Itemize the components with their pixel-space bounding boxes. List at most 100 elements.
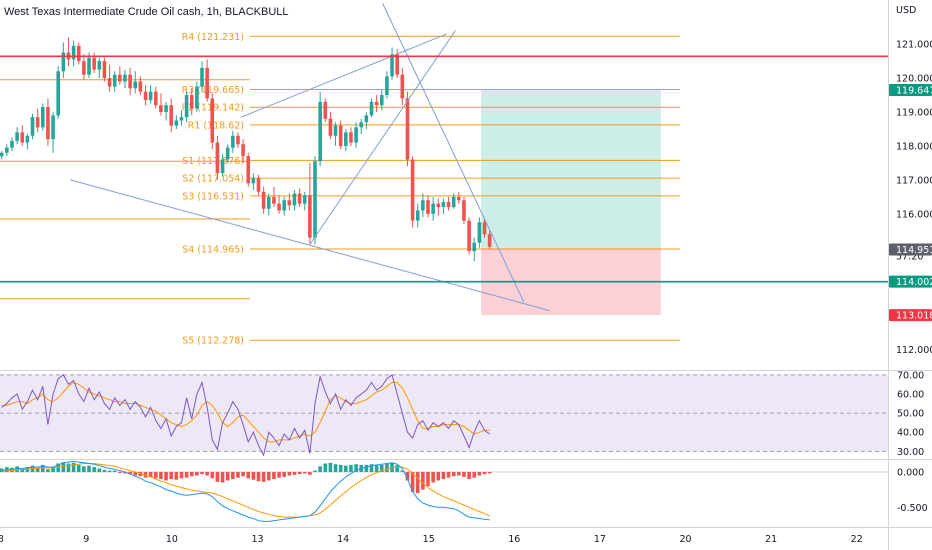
candle-body	[395, 54, 399, 75]
pivot-level-label: S4 (114.965)	[182, 244, 244, 255]
macd-histogram-bar	[107, 470, 112, 472]
candle-body	[200, 67, 204, 87]
candle-body	[51, 115, 55, 140]
macd-pane[interactable]	[0, 460, 888, 522]
price-pane[interactable]: R4 (121.231)R3 (119.665)R2 (119.142)R1 (…	[0, 3, 888, 347]
macd-histogram-bar	[446, 471, 451, 478]
macd-histogram-bar	[15, 466, 19, 472]
macd-histogram-bar	[236, 471, 240, 478]
candle-body	[436, 203, 441, 208]
rsi-ma-line	[1, 381, 490, 443]
candle-body	[0, 152, 4, 157]
price-tick-label: 117.000	[896, 175, 932, 186]
candle-body	[333, 125, 338, 136]
macd-histogram-bar	[123, 471, 127, 474]
candle-body	[46, 106, 50, 140]
candle-body	[205, 67, 209, 99]
macd-histogram-bar	[313, 470, 317, 472]
macd-histogram-bar	[128, 471, 132, 475]
time-tick-label: 9	[83, 534, 89, 545]
candle-body	[123, 74, 127, 82]
candle-body	[246, 156, 251, 184]
candle-body	[30, 117, 35, 136]
candle-body	[282, 200, 286, 211]
rsi-line	[1, 373, 490, 457]
price-tick-label: 119.000	[896, 108, 932, 119]
macd-histogram-bar	[287, 471, 292, 476]
pivot-level-label: R1 (118.62)	[188, 120, 244, 131]
macd-histogram-bar	[374, 464, 379, 472]
candle-body	[87, 57, 91, 75]
candle-body	[287, 200, 292, 206]
candle-body	[472, 242, 477, 252]
macd-histogram-bar	[405, 471, 410, 481]
candle-body	[405, 98, 410, 160]
candle-body	[272, 196, 276, 204]
price-tick-label: 118.000	[896, 141, 932, 152]
candle-body	[292, 193, 297, 206]
macd-histogram-bar	[210, 471, 215, 479]
candle-body	[20, 132, 25, 143]
macd-histogram-bar	[148, 471, 153, 477]
price-axis[interactable]: 121.000 120.000 119.000 118.000 117.000 116.0…	[896, 40, 932, 357]
candle-body	[251, 178, 256, 184]
rsi-pane[interactable]	[0, 373, 888, 457]
macd-histogram-bar	[410, 471, 415, 492]
candle-body	[410, 159, 415, 221]
candles	[0, 37, 492, 262]
candle-body	[82, 61, 86, 75]
rsi-axis: 70.00 60.00 50.00 40.00 30.00	[897, 370, 924, 458]
macd-histogram-bar	[302, 471, 307, 474]
macd-histogram-bar	[328, 462, 333, 472]
price-tag	[889, 84, 932, 97]
time-tick-label: 16	[508, 534, 520, 545]
candle-body	[349, 132, 353, 143]
macd-histogram-bar	[467, 471, 471, 480]
candle-body	[487, 234, 492, 247]
macd-histogram-bar	[153, 471, 158, 479]
candle-body	[328, 118, 333, 136]
macd-tick-label: -0.500	[897, 503, 928, 514]
price-tick-label: 121.000	[896, 40, 932, 51]
macd-histogram-bar	[333, 464, 338, 472]
pivot-level-label: S1 (117.576)	[182, 156, 244, 167]
price-tag-label: 113.018	[896, 311, 932, 322]
macd-histogram-bar	[297, 471, 302, 475]
candle-body	[159, 105, 163, 113]
price-tick-label: 116.000	[896, 209, 932, 220]
candle-body	[261, 191, 266, 209]
candle-body	[297, 193, 302, 204]
time-tick-label: 13	[251, 534, 263, 545]
price-tag-label: 119.647	[896, 86, 932, 97]
macd-histogram-bar	[292, 471, 297, 475]
macd-histogram-bar	[195, 471, 199, 476]
macd-signal-line	[1, 463, 490, 518]
time-axis[interactable]: 8 9 10 13 14 15 16 17 20 21 22	[0, 534, 863, 545]
macd-histogram-bar	[87, 465, 91, 472]
price-tag-label: 114.951	[896, 245, 932, 256]
candle-body	[112, 74, 117, 87]
candle-body	[118, 74, 122, 82]
macd-histogram-bar	[441, 471, 446, 480]
trendline	[70, 179, 550, 312]
macd-histogram-bar	[256, 471, 261, 482]
price-tag-label: 114.002	[896, 277, 932, 288]
pivot-level-label: R4 (121.231)	[182, 32, 244, 43]
candle-body	[385, 76, 389, 96]
price-tag	[889, 243, 932, 256]
macd-histogram-bar	[102, 469, 107, 472]
price-tick-label: 112.000	[896, 345, 932, 356]
macd-histogram-bar	[246, 471, 251, 479]
macd-histogram-bar	[133, 471, 138, 476]
candle-body	[25, 135, 30, 143]
pivot-level-label: S3 (116.531)	[182, 191, 244, 202]
candle-body	[354, 127, 358, 143]
macd-histogram-bar	[472, 471, 477, 478]
macd-histogram-bar	[118, 471, 122, 473]
macd-histogram-bar	[205, 471, 209, 476]
macd-histogram-bar	[231, 471, 235, 480]
candle-body	[184, 95, 189, 118]
candle-body	[390, 54, 394, 77]
